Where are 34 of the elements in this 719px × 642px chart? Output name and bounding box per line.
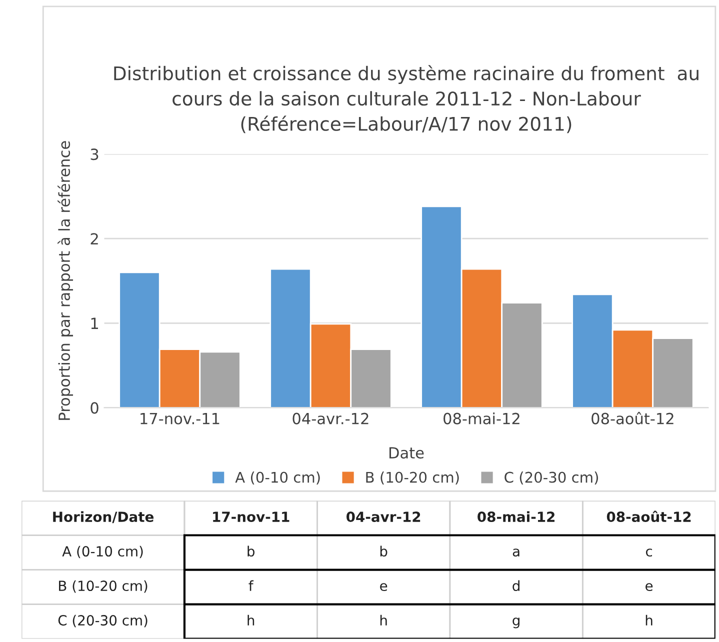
y-tick-label: 3 <box>90 148 98 160</box>
text: h <box>646 614 652 626</box>
legend-label: B (10-20 cm) <box>366 472 459 485</box>
y-tick-label: 1 <box>91 318 98 329</box>
y-tick-label: 0 <box>90 402 98 414</box>
text: g <box>512 618 520 628</box>
text: e <box>380 583 388 592</box>
category-label: A (0-10 cm) <box>62 546 143 558</box>
legend-label: A (0-10 cm) <box>235 472 320 485</box>
x-tick-label: 08-août-12 <box>592 412 674 424</box>
text: c <box>646 548 652 557</box>
text: d <box>512 580 520 592</box>
x-tick-label: 17-nov.-11 <box>140 413 220 424</box>
x-axis-title: Date <box>389 447 424 459</box>
x-tick-label: 08-mai-12 <box>444 412 520 424</box>
category-label: B (10-20 cm) <box>59 580 148 593</box>
category-label: 08-août-12 <box>606 510 691 522</box>
y-tick-label: 2 <box>90 233 98 244</box>
text: h <box>380 614 387 626</box>
text: Horizon/Date <box>53 511 154 524</box>
chart-title: Distribution et croissance du système racinaire du froment au cours de la saison culturale 2011-12 - Non-Labour (Référence=Labour/A/17 nov 2011) <box>114 65 698 134</box>
category-label: 04-avr-12 <box>346 512 420 522</box>
legend-label: C (20-30 cm) <box>504 472 598 485</box>
text: e <box>646 583 653 592</box>
text: f <box>248 580 254 591</box>
text: b <box>248 546 254 557</box>
text: h <box>248 614 254 626</box>
text: b <box>380 546 388 557</box>
text: a <box>512 548 520 557</box>
category-label: 08-mai-12 <box>478 511 554 522</box>
x-tick-label: 04-avr.-12 <box>292 412 368 424</box>
category-label: C (20-30 cm) <box>58 614 148 628</box>
y-axis-title: Proportion par rapport à la référence <box>58 141 74 420</box>
category-label: 17-nov-11 <box>213 512 290 522</box>
